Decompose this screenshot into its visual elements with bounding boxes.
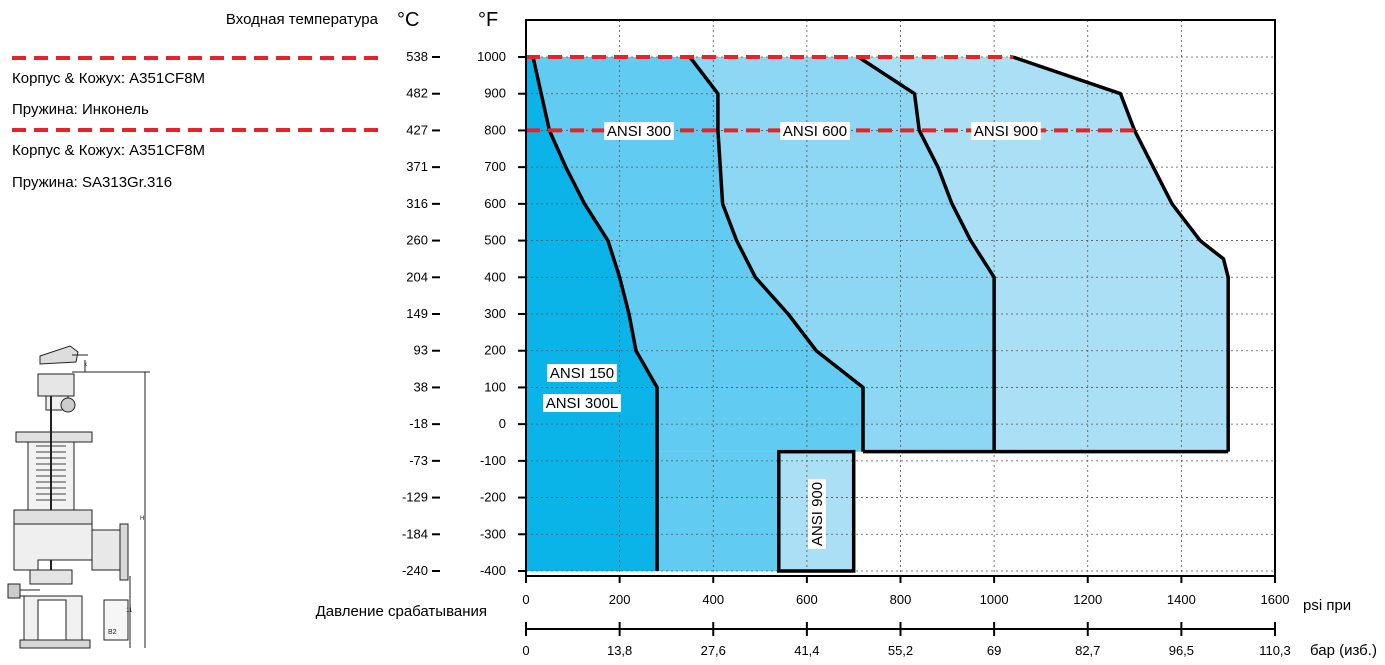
boundary-ansi-900: [1012, 55, 1230, 452]
svg-text:H: H: [140, 516, 144, 522]
y-tick-label-c: 149: [406, 306, 428, 321]
ticks-layer: 1000538900482800427700371600316500260400…: [402, 49, 1291, 658]
legend-low-body: Корпус & Кожух: A351CF8M: [12, 142, 205, 159]
y-tick-label-c: 204: [406, 269, 428, 284]
boundary-ansi-900-low-temp: [777, 449, 856, 573]
x-tick-label-psi: 1200: [1073, 592, 1102, 607]
zone-label-ansi-300-text: ANSI 300: [607, 123, 671, 140]
svg-text:B2: B2: [108, 629, 117, 636]
y-tick-label-f: 900: [484, 86, 506, 101]
svg-text:11: 11: [126, 608, 133, 614]
zone-label-ansi-300l: ANSI 300L: [543, 394, 621, 412]
y-tick-label-c: -18: [409, 416, 428, 431]
zones-layer: [526, 57, 1229, 571]
x-tick-label-bar: 0: [522, 643, 529, 658]
y-tick-label-f: 800: [484, 122, 506, 137]
x-tick-label-bar: 27,6: [701, 643, 726, 658]
x-tick-label-bar: 69: [987, 643, 1001, 658]
y-tick-label-f: 100: [484, 379, 506, 394]
y-tick-label-f: 400: [484, 269, 506, 284]
y-tick-label-c: 260: [406, 233, 428, 248]
y-tick-label-f: 600: [484, 196, 506, 211]
x-tick-label-bar: 82,7: [1075, 643, 1100, 658]
inlet-temperature-label: Входная температура: [226, 11, 379, 28]
y-tick-label-f: 200: [484, 343, 506, 358]
x-tick-label-bar: 41,4: [794, 643, 819, 658]
legend-low-spring: Пружина: SA313Gr.316: [12, 174, 172, 191]
zone-label-ansi-900: ANSI 900: [971, 122, 1041, 140]
fahrenheit-unit-label: °F: [478, 9, 498, 31]
zone-ansi-300-lower-band: [657, 451, 779, 571]
x-tick-label-psi: 1000: [980, 592, 1009, 607]
zone-label-ansi-900-text: ANSI 900: [974, 123, 1038, 140]
x-tick-label-psi: 1400: [1167, 592, 1196, 607]
valve-drawing-icon: B2 H 11 x: [7, 345, 150, 649]
zone-label-ansi-150-text: ANSI 150: [550, 365, 614, 382]
boundary-ansi-300: [688, 55, 865, 452]
x-tick-label-bar: 110,3: [1259, 643, 1291, 658]
zone-label-ansi-300: ANSI 300: [604, 122, 674, 140]
y-tick-label-f: -100: [480, 453, 506, 468]
y-tick-label-c: -129: [402, 490, 428, 505]
y-tick-label-f: 500: [484, 233, 506, 248]
legend-high-spring: Пружина: Инконель: [12, 101, 149, 118]
zone-label-ansi-150-box: [547, 364, 617, 382]
y-tick-label-c: 427: [406, 122, 428, 137]
y-tick-label-c: 371: [406, 159, 428, 174]
boundary-ansi-600: [857, 55, 996, 452]
y-tick-label-f: -400: [480, 563, 506, 578]
y-tick-label-f: -200: [480, 490, 506, 505]
zone-label-ansi-150: ANSI 150: [547, 364, 617, 382]
y-tick-label-c: -184: [402, 526, 428, 541]
y-tick-label-f: 1000: [477, 49, 506, 64]
y-tick-label-f: 0: [499, 416, 506, 431]
x-tick-label-psi: 0: [522, 592, 529, 607]
zone-label-ansi-300l-box: [543, 394, 621, 412]
set-pressure-label: Давление срабатывания: [316, 603, 487, 620]
y-tick-label-f: 700: [484, 159, 506, 174]
zone-label-ansi-600-text: ANSI 600: [783, 123, 847, 140]
y-tick-label-c: 38: [414, 379, 428, 394]
y-tick-label-f: 300: [484, 306, 506, 321]
zone-label-ansi-600-box: [780, 122, 850, 140]
y-tick-label-c: -240: [402, 563, 428, 578]
x-tick-label-bar: 13,8: [607, 643, 632, 658]
legend-high-body: Корпус & Кожух: A351CF8M: [12, 70, 205, 87]
bar-unit-label: бар (изб.): [1310, 642, 1377, 659]
zone-label-ansi-900-low-text: ANSI 900: [809, 482, 826, 546]
y-tick-label-c: 482: [406, 86, 428, 101]
x-tick-label-psi: 400: [702, 592, 724, 607]
y-tick-label-c: -73: [409, 453, 428, 468]
y-tick-label-c: 316: [406, 196, 428, 211]
y-tick-label-c: 93: [414, 343, 428, 358]
x-tick-label-psi: 600: [796, 592, 818, 607]
x-tick-label-bar: 96,5: [1169, 643, 1194, 658]
zone-label-ansi-600: ANSI 600: [780, 122, 850, 140]
x-tick-label-psi: 800: [890, 592, 912, 607]
zone-label-ansi-900-low: ANSI 900: [808, 479, 826, 549]
celsius-unit-label: °C: [397, 9, 419, 31]
x-tick-label-psi: 200: [609, 592, 631, 607]
zone-label-ansi-300-box: [604, 122, 674, 140]
x-tick-label-psi: 1600: [1261, 592, 1290, 607]
svg-text:x: x: [84, 362, 87, 368]
y-tick-label-f: -300: [480, 526, 506, 541]
boundaries-layer: [531, 55, 1230, 573]
zone-labels-layer: ANSI 150 ANSI 300L ANSI 300 ANSI 600 ANSI 90…: [543, 122, 1041, 549]
boundary-ansi-150: [531, 56, 659, 571]
psi-unit-label: psi при: [1303, 597, 1351, 614]
x-tick-label-bar: 55,2: [888, 643, 913, 658]
zone-label-ansi-900-low-box: [808, 479, 826, 549]
y-tick-label-c: 538: [406, 49, 428, 64]
zone-label-ansi-300l-text: ANSI 300L: [546, 395, 619, 412]
zone-label-ansi-900-box: [971, 122, 1041, 140]
